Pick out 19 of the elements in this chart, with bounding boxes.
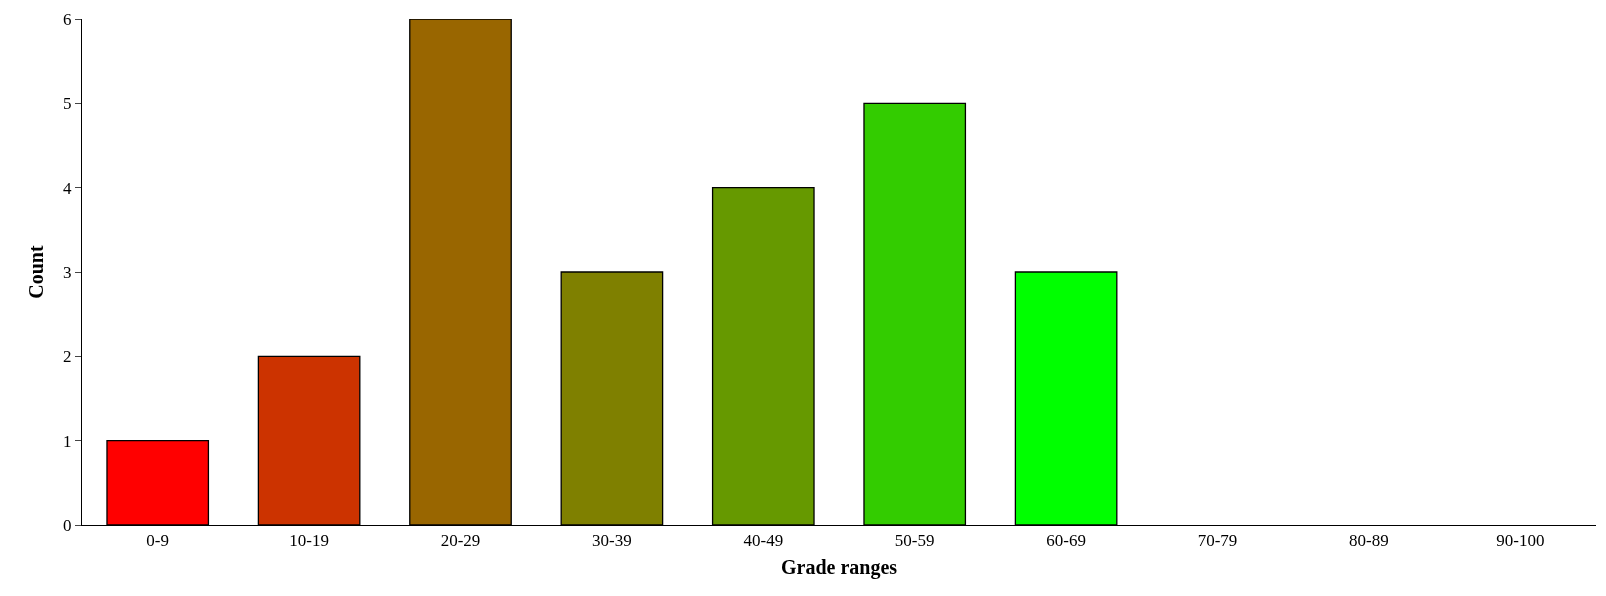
x-tick-label: 40-49 [743,531,784,551]
x-tick-label: 90-100 [1496,531,1545,551]
y-tick-label: 3 [63,262,72,282]
x-tick-label: 60-69 [1046,531,1086,551]
x-tick-label: 70-79 [1197,531,1238,551]
y-tick-label: 4 [63,178,73,198]
y-tick-label: 5 [63,94,72,114]
y-tick-label: 6 [63,9,72,29]
x-tick-label: 30-39 [592,531,632,551]
y-tick-label: 1 [63,431,72,451]
x-tick-label: 10-19 [289,531,329,551]
x-tick-label: 80-89 [1349,531,1389,551]
y-tick-label: 2 [63,347,72,367]
x-axis-title: Grade ranges [780,555,898,579]
y-axis-title: Count [24,244,47,299]
x-tick-label: 0-9 [146,531,170,551]
x-tick-label: 20-29 [440,531,481,551]
y-tick-label: 0 [63,515,72,535]
x-tick-label: 50-59 [894,531,935,551]
